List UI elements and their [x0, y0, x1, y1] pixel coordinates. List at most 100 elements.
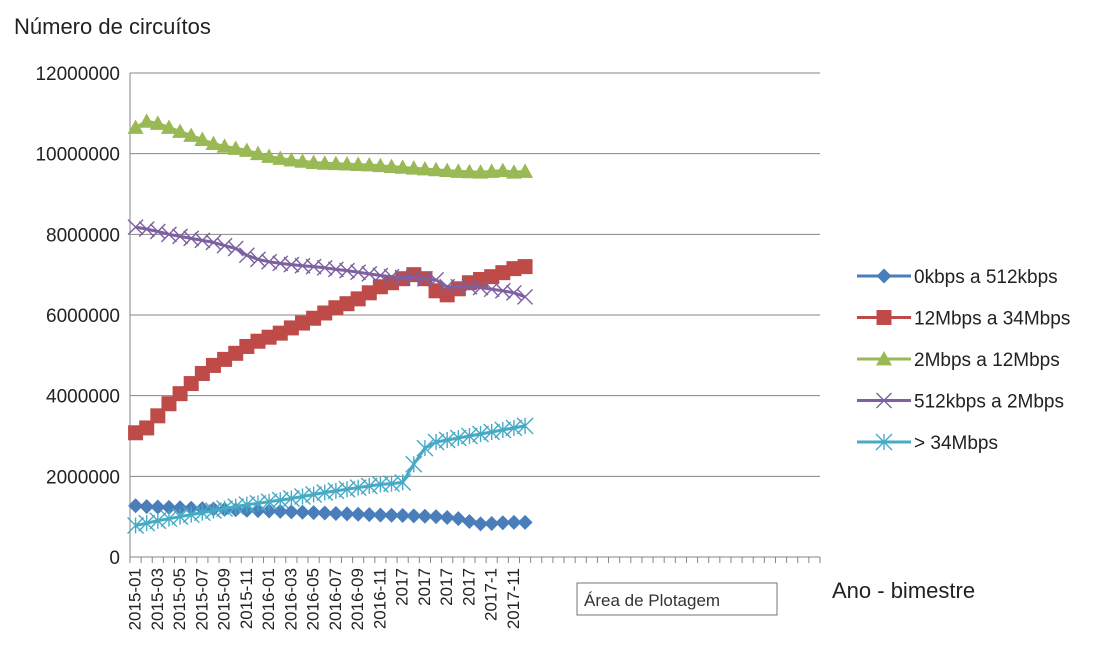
series-line: [134, 265, 526, 435]
series-line: [135, 225, 526, 299]
x-tick-label: 2016-03: [281, 568, 300, 630]
data-point: [127, 119, 144, 134]
data-point: [193, 504, 211, 522]
data-point: [150, 408, 166, 424]
data-point: [216, 138, 233, 153]
data-point: [461, 163, 478, 179]
legend-item: 0kbps a 512kbps: [857, 267, 1058, 288]
data-point: [494, 162, 511, 178]
data-point: [416, 439, 434, 457]
data-point: [875, 433, 893, 451]
data-point: [205, 234, 222, 251]
data-point: [149, 115, 166, 130]
data-point: [428, 161, 445, 177]
x-tick-label: 2017: [393, 568, 412, 606]
data-point: [450, 278, 467, 295]
x-tick-label: 2016-05: [304, 568, 323, 630]
data-point: [427, 433, 445, 451]
x-tick-label: 2015-07: [192, 568, 211, 630]
data-point: [517, 163, 534, 178]
data-point: [449, 429, 467, 447]
data-point: [405, 160, 422, 175]
data-point: [394, 159, 411, 174]
data-point: [517, 514, 533, 530]
x-tick-label: 2015-09: [215, 568, 234, 630]
x-tick-label: 2016-11: [370, 568, 389, 629]
data-point: [473, 516, 489, 532]
data-point: [238, 142, 255, 157]
x-tick-label: 2017: [459, 568, 478, 606]
data-point: [305, 154, 322, 169]
data-point: [450, 511, 466, 527]
data-point: [505, 284, 522, 301]
series-line: [135, 424, 526, 527]
data-point: [216, 500, 234, 518]
data-point: [439, 162, 456, 178]
legend-label: 0kbps a 512kbps: [914, 267, 1058, 288]
data-point: [361, 156, 378, 172]
data-point: [249, 145, 266, 161]
data-point: [876, 268, 892, 284]
data-point: [406, 508, 422, 524]
y-tick-label: 4000000: [46, 387, 120, 408]
data-point: [438, 431, 456, 449]
data-point: [161, 499, 177, 515]
data-point: [416, 160, 433, 176]
tooltip-box: [576, 582, 778, 616]
legend-item: > 34Mbps: [857, 433, 998, 454]
data-point: [261, 148, 278, 163]
data-point: [305, 485, 323, 503]
legend-label: 12Mbps a 34Mbps: [914, 309, 1070, 330]
data-point: [294, 488, 311, 505]
data-point: [149, 512, 167, 530]
data-point: [472, 425, 490, 443]
data-point: [328, 505, 344, 521]
data-point: [338, 480, 356, 498]
data-point: [216, 237, 233, 254]
data-point: [517, 288, 534, 305]
series-3: [127, 219, 534, 305]
data-point: [506, 514, 522, 530]
data-point: [876, 351, 892, 366]
data-point: [461, 514, 477, 530]
data-point: [876, 310, 892, 325]
axes: [129, 73, 821, 563]
data-point: [139, 499, 155, 515]
data-point: [183, 127, 200, 142]
data-point: [227, 140, 244, 155]
data-point: [316, 483, 334, 501]
y-axis-title: Número de circuítos: [14, 14, 211, 39]
data-point: [372, 157, 389, 173]
data-point: [260, 493, 278, 511]
x-tick-label: 2017: [437, 568, 456, 606]
data-point: [194, 131, 211, 146]
data-point: [150, 499, 166, 515]
data-point: [160, 510, 178, 528]
data-point: [361, 507, 377, 523]
series-4: [127, 417, 534, 535]
data-point: [383, 158, 400, 173]
data-point: [327, 482, 345, 500]
series-1: [128, 259, 533, 441]
plot-area[interactable]: [127, 113, 534, 535]
data-point: [439, 278, 456, 295]
x-tick-label: 2015-01: [126, 568, 145, 630]
data-point: [876, 392, 892, 409]
data-point: [272, 150, 289, 165]
x-tick-label: 2015-05: [170, 568, 189, 630]
data-point: [171, 508, 189, 526]
data-point: [517, 259, 533, 275]
data-point: [272, 503, 288, 519]
x-tick-label: 2016-09: [348, 568, 367, 630]
data-point: [128, 498, 144, 514]
data-point: [516, 417, 534, 435]
legend-label: 2Mbps a 12Mbps: [914, 350, 1060, 371]
data-point: [405, 455, 423, 473]
x-tick-label: 2017-1: [482, 568, 501, 621]
data-point: [127, 517, 145, 535]
data-point: [139, 420, 155, 436]
y-tick-label: 6000000: [46, 306, 120, 327]
data-point: [295, 504, 310, 520]
y-tick-label: 0: [109, 548, 120, 569]
legend-item: 12Mbps a 34Mbps: [857, 309, 1070, 330]
